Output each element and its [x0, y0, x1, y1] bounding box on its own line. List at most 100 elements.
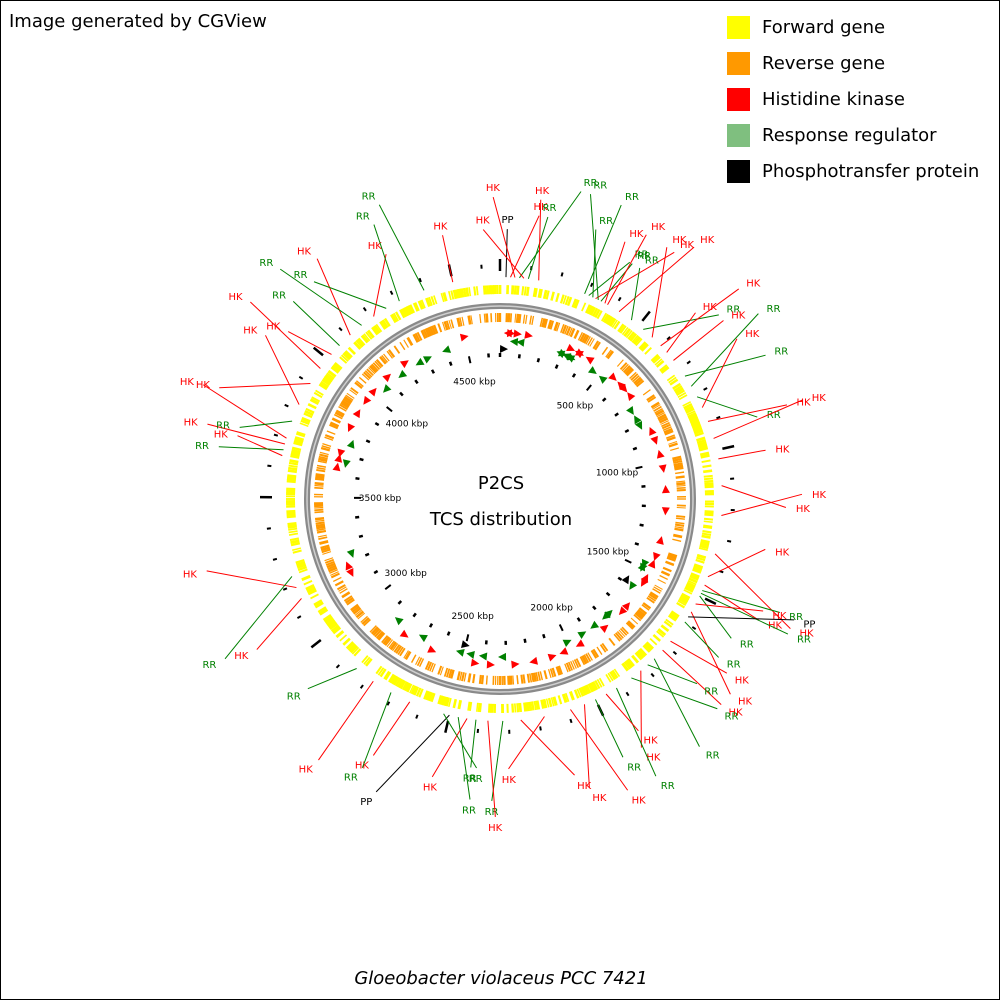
- reverse-gene: [364, 370, 373, 378]
- hk-callout-label: HK: [703, 302, 718, 313]
- reverse-gene: [646, 394, 655, 402]
- hk-callout-label: HK: [644, 735, 659, 746]
- forward-gene: [704, 479, 714, 483]
- forward-gene: [289, 459, 299, 464]
- outer-tick: [704, 597, 717, 605]
- hk-callout-line: [265, 335, 300, 405]
- rr-marker: [418, 634, 428, 643]
- reverse-gene: [416, 657, 423, 667]
- reverse-gene: [520, 674, 524, 684]
- forward-gene: [699, 451, 710, 456]
- reverse-gene: [370, 626, 379, 635]
- forward-gene: [353, 648, 362, 657]
- forward-gene: [399, 679, 407, 690]
- forward-gene: [511, 703, 515, 713]
- reverse-gene: [422, 328, 429, 339]
- forward-gene: [704, 484, 714, 489]
- hk-callout-label: HK: [355, 760, 370, 771]
- forward-gene: [703, 520, 713, 524]
- rr-callout-line: [292, 300, 340, 346]
- reverse-gene: [636, 380, 645, 388]
- forward-gene: [580, 686, 587, 696]
- hk-callout-label: HK: [632, 795, 647, 806]
- reverse-gene: [410, 654, 417, 663]
- reverse-gene: [375, 630, 384, 639]
- reverse-gene: [565, 662, 572, 672]
- forward-gene: [510, 285, 515, 295]
- reverse-gene: [431, 663, 436, 673]
- reverse-gene: [381, 354, 389, 363]
- reverse-gene: [393, 345, 401, 354]
- forward-gene: [542, 289, 548, 300]
- forward-gene: [327, 369, 337, 378]
- reverse-gene: [399, 341, 406, 351]
- hk-callout-line: [256, 598, 302, 650]
- reverse-gene: [322, 551, 332, 555]
- scale-tick: [586, 384, 592, 392]
- forward-gene: [427, 691, 434, 702]
- rr-callout-line: [224, 576, 293, 660]
- hk-callout-line: [673, 320, 724, 361]
- reverse-gene: [577, 331, 584, 341]
- outer-tick: [625, 691, 630, 697]
- forward-gene: [685, 584, 695, 591]
- reverse-gene: [565, 326, 572, 336]
- reverse-gene: [330, 572, 340, 579]
- rr-callout-line: [616, 687, 657, 777]
- forward-gene: [640, 342, 649, 352]
- scale-tick: [536, 357, 541, 363]
- forward-gene: [540, 699, 546, 709]
- reverse-gene: [426, 327, 433, 337]
- reverse-gene: [432, 324, 439, 334]
- forward-gene: [403, 306, 411, 317]
- forward-gene: [383, 317, 391, 327]
- reverse-gene: [319, 540, 329, 545]
- reverse-gene: [608, 637, 616, 647]
- reverse-gene: [638, 607, 648, 615]
- reverse-gene: [316, 528, 326, 532]
- forward-gene: [448, 291, 452, 301]
- forward-gene: [704, 482, 714, 486]
- reverse-gene: [338, 406, 347, 412]
- hk-callout-label: HK: [184, 418, 199, 429]
- reverse-gene: [522, 674, 526, 684]
- forward-gene: [598, 677, 605, 687]
- hk-callout-line: [570, 709, 629, 791]
- hk-callout-line: [666, 312, 696, 353]
- reverse-gene: [395, 645, 403, 654]
- reverse-gene: [317, 460, 327, 464]
- reverse-gene: [461, 316, 465, 326]
- forward-gene: [699, 542, 710, 547]
- reverse-gene: [372, 627, 381, 636]
- rr-marker: [640, 562, 648, 572]
- forward-gene: [632, 335, 642, 346]
- reverse-gene: [399, 647, 406, 657]
- forward-gene: [293, 441, 303, 447]
- forward-gene: [576, 688, 582, 698]
- forward-gene: [561, 693, 568, 704]
- forward-gene: [309, 398, 320, 406]
- forward-gene: [698, 444, 708, 449]
- forward-gene: [685, 407, 695, 414]
- reverse-gene: [585, 653, 592, 662]
- forward-gene: [349, 644, 359, 654]
- reverse-gene: [583, 654, 590, 664]
- rr-callout-line: [313, 281, 387, 309]
- forward-gene: [643, 642, 653, 652]
- hk-callout-line: [538, 199, 542, 281]
- forward-gene: [638, 647, 648, 657]
- forward-gene: [433, 295, 438, 305]
- outer-tick: [617, 296, 622, 302]
- reverse-gene: [361, 617, 370, 625]
- forward-gene: [395, 311, 402, 321]
- reverse-gene: [676, 482, 686, 486]
- reverse-gene: [315, 475, 325, 480]
- reverse-gene: [535, 672, 539, 682]
- forward-gene: [703, 517, 714, 521]
- forward-gene: [322, 375, 333, 385]
- reverse-gene: [326, 562, 336, 569]
- hk-callout-label: HK: [680, 240, 695, 251]
- rr-callout-label: RR: [463, 773, 477, 784]
- forward-gene: [335, 630, 345, 639]
